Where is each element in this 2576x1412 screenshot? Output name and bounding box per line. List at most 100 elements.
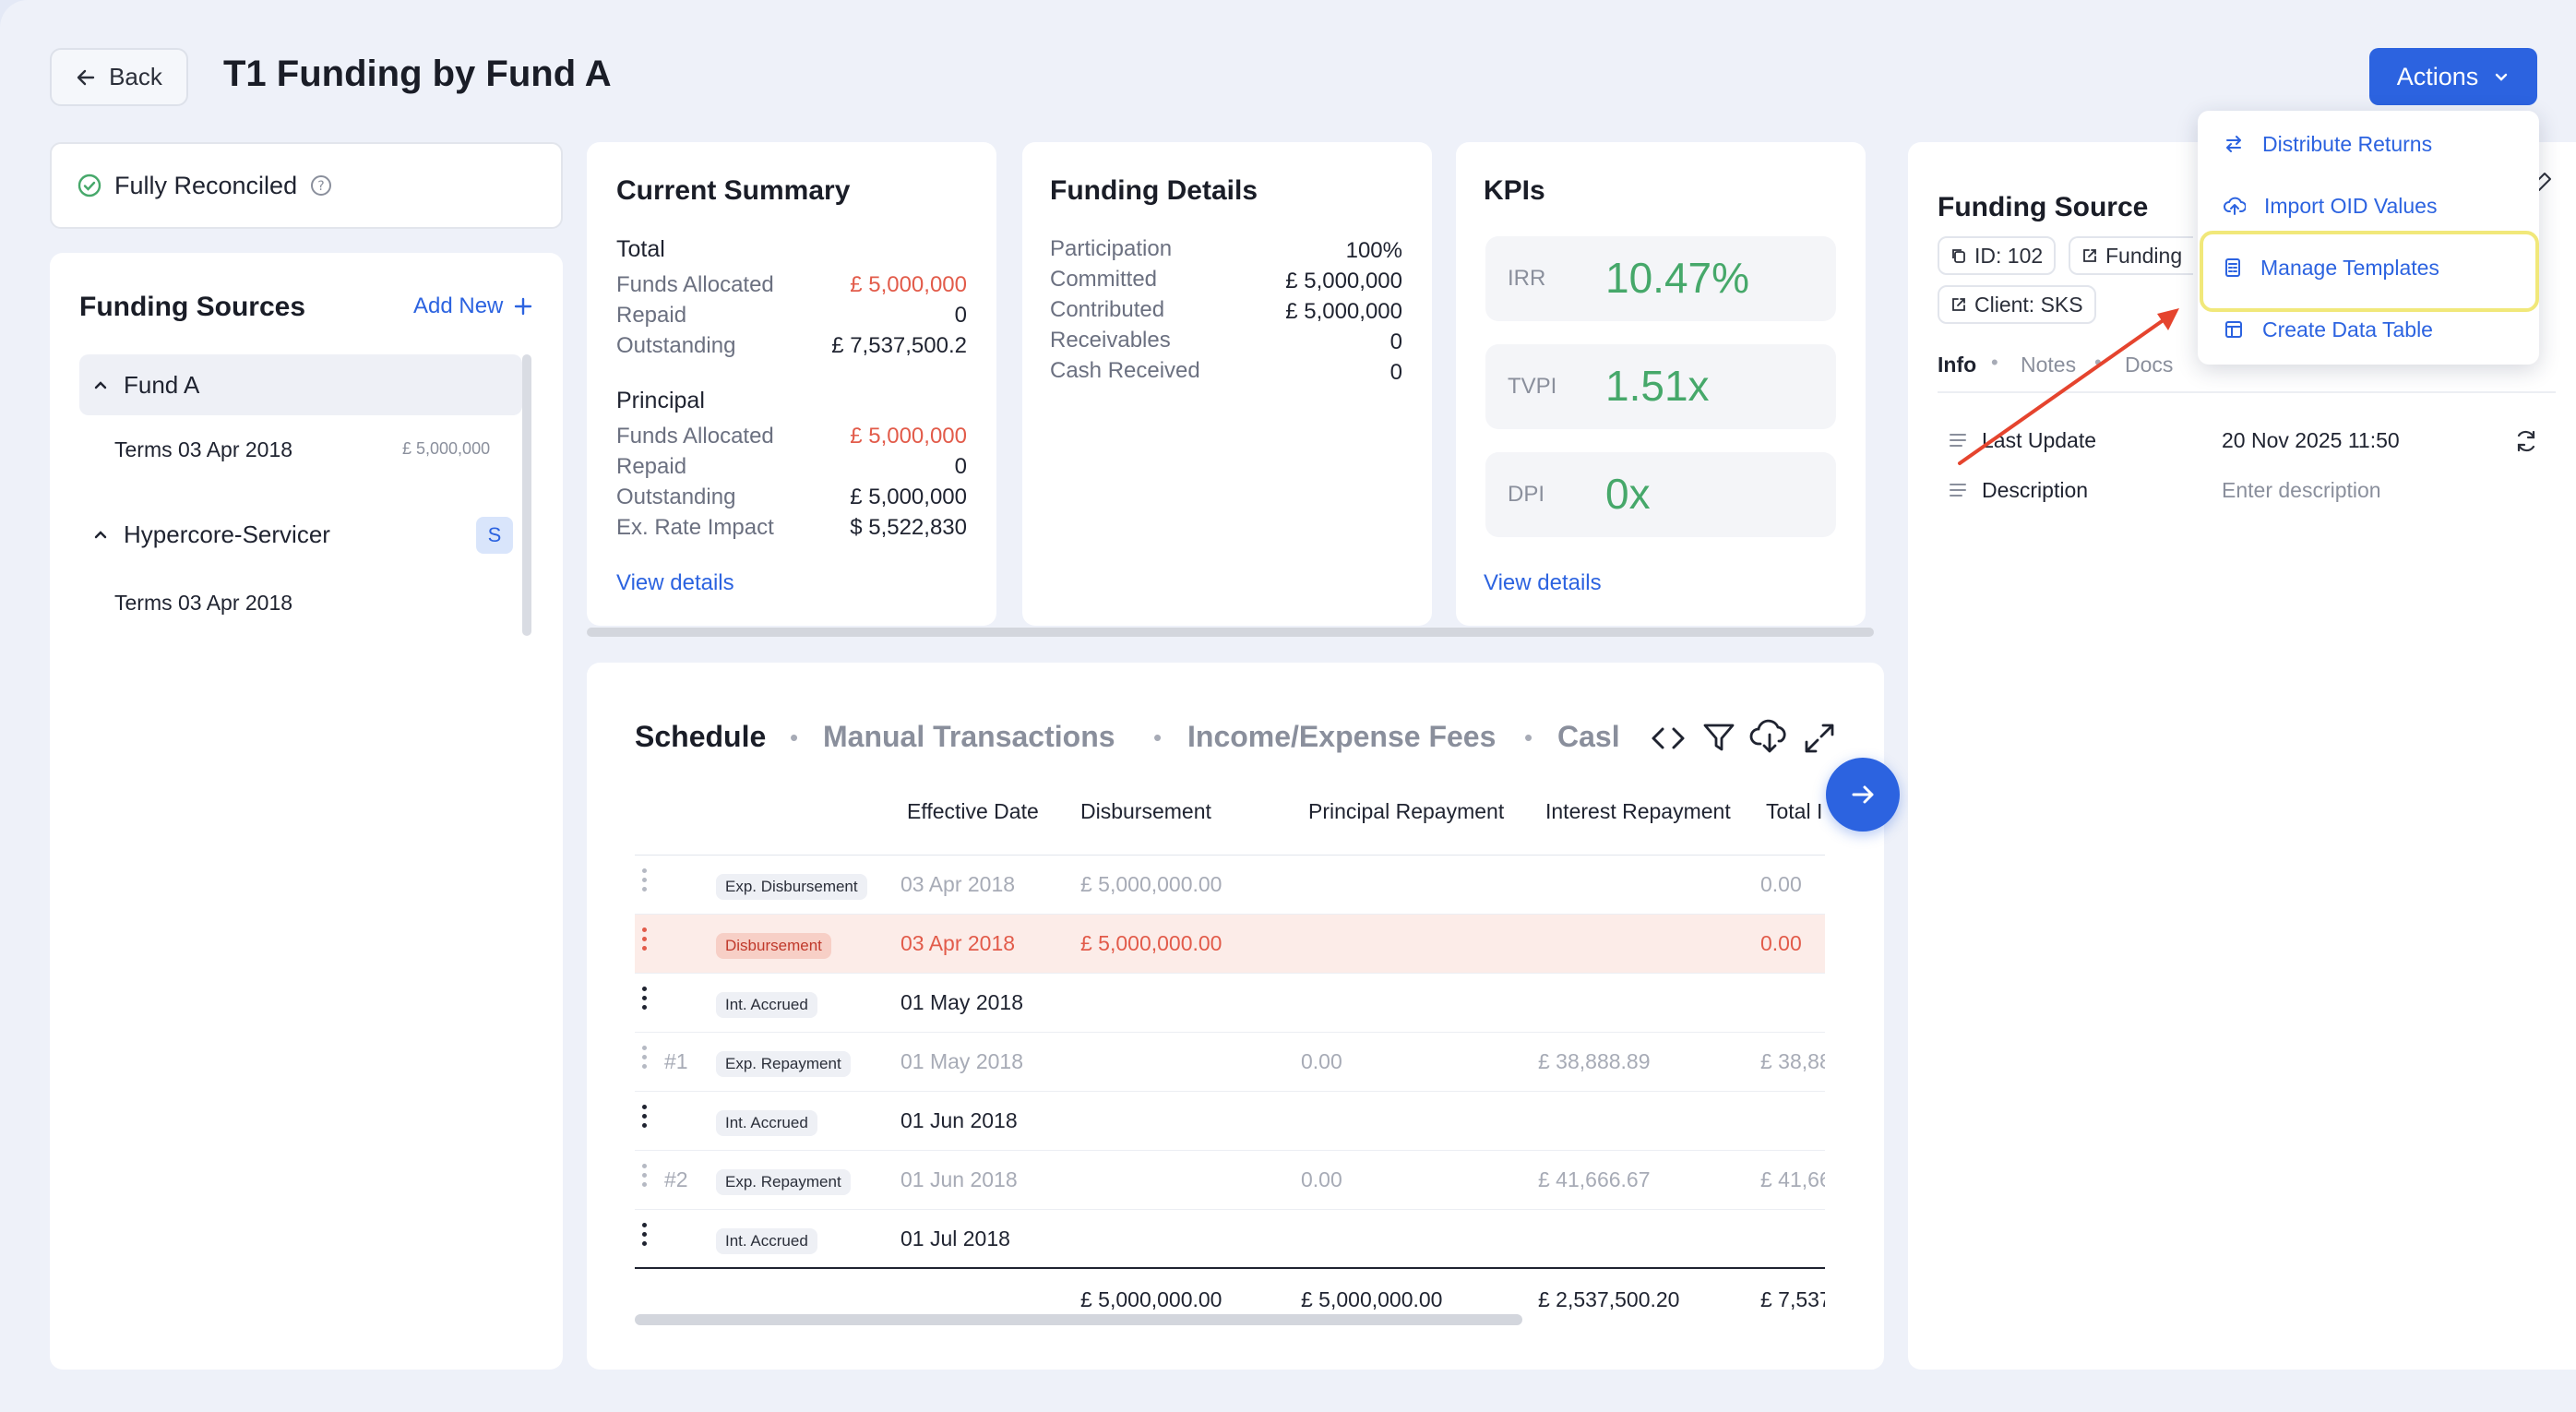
hypercore-group[interactable]: Hypercore-Servicer S <box>79 504 522 565</box>
receivables-label: Receivables <box>1050 328 1171 353</box>
sidebar-scrollbar[interactable] <box>522 354 531 636</box>
expand-icon[interactable] <box>1803 722 1836 755</box>
manage-templates-highlight <box>2200 231 2539 312</box>
total-principal: £ 5,000,000.00 <box>1301 1287 1443 1311</box>
tab-manual-transactions[interactable]: Manual Transactions <box>823 720 1115 753</box>
contributed-value: £ 5,000,000 <box>1285 299 1402 324</box>
menu-item-manage-templates[interactable]: Manage Templates <box>2198 237 2539 298</box>
header-divider <box>635 855 1825 856</box>
ex-rate-value: $ 5,522,830 <box>850 515 967 540</box>
row-menu-icon[interactable] <box>642 868 648 896</box>
funding-source-title: Funding Source <box>1938 192 2149 222</box>
col-disbursement[interactable]: Disbursement <box>1080 799 1211 823</box>
table-row[interactable]: Int. Accrued 01 Jul 2018 <box>635 1210 1825 1269</box>
totals-row: £ 5,000,000.00 £ 5,000,000.00 £ 2,537,50… <box>635 1287 1825 1315</box>
kpis-view-details-link[interactable]: View details <box>1484 570 1602 595</box>
actions-button[interactable]: Actions <box>2369 48 2537 105</box>
menu-item-label: Manage Templates <box>2260 255 2439 280</box>
fund-a-terms-label: Terms 03 Apr 2018 <box>114 437 293 461</box>
table-scrollbar[interactable] <box>635 1314 1522 1325</box>
col-principal-repayment[interactable]: Principal Repayment <box>1308 799 1505 823</box>
external-link-icon <box>1952 298 1965 311</box>
fund-a-terms-item[interactable]: Terms 03 Apr 2018 £ 5,000,000 <box>79 415 522 480</box>
plus-icon <box>515 297 532 316</box>
total-interest: £ 2,537,500.20 <box>1538 1287 1680 1311</box>
row-date: 03 Apr 2018 <box>900 931 1016 955</box>
total-allocated-value: £ 5,000,000 <box>850 272 967 297</box>
row-menu-icon[interactable] <box>642 1046 648 1073</box>
table-row[interactable]: Exp. Disbursement 03 Apr 2018 £ 5,000,00… <box>635 856 1825 915</box>
row-number: #2 <box>664 1167 688 1191</box>
row-disbursement: £ 5,000,000.00 <box>1080 931 1222 955</box>
row-menu-icon[interactable] <box>642 1164 648 1191</box>
description-input[interactable]: Enter description <box>2222 478 2381 502</box>
funding-chip[interactable]: Funding <box>2069 236 2194 275</box>
cash-received-label: Cash Received <box>1050 358 1200 383</box>
kpi-dpi-value: 0x <box>1605 470 1651 518</box>
check-circle-icon <box>78 174 101 197</box>
row-menu-icon[interactable] <box>642 1105 648 1132</box>
principal-repaid-label: Repaid <box>616 454 687 479</box>
filter-icon[interactable] <box>1701 720 1736 755</box>
tabs-divider <box>1938 391 2556 393</box>
tab-docs[interactable]: Docs <box>2125 353 2174 377</box>
tab-separator: • <box>1153 724 1163 751</box>
tab-separator: • <box>1524 724 1533 751</box>
row-type-badge: Int. Accrued <box>716 1228 817 1254</box>
tab-info[interactable]: Info <box>1938 353 1977 377</box>
client-chip[interactable]: Client: SKS <box>1938 285 2096 324</box>
table-row[interactable]: Int. Accrued 01 Jun 2018 <box>635 1092 1825 1151</box>
row-menu-icon[interactable] <box>642 1223 648 1250</box>
tab-cash[interactable]: Casl <box>1557 720 1620 753</box>
funding-sources-title: Funding Sources <box>79 292 306 322</box>
cards-scrollbar[interactable] <box>587 628 1874 637</box>
row-date: 01 May 2018 <box>900 990 1023 1014</box>
id-chip[interactable]: ID: 102 <box>1938 236 2057 275</box>
table-row[interactable]: #2 Exp. Repayment 01 Jun 2018 0.00 £ 41,… <box>635 1151 1825 1210</box>
summary-view-details-link[interactable]: View details <box>616 570 734 595</box>
row-type-badge: Int. Accrued <box>716 1110 817 1136</box>
cloud-download-icon[interactable] <box>1749 718 1790 757</box>
funding-chip-label: Funding <box>2105 243 2183 268</box>
table-row[interactable]: #1 Exp. Repayment 01 May 2018 0.00 £ 38,… <box>635 1033 1825 1092</box>
tab-income-expense-fees[interactable]: Income/Expense Fees <box>1187 720 1497 753</box>
cash-received-value: 0 <box>1389 360 1402 385</box>
chevron-up-icon <box>94 531 107 539</box>
tab-schedule[interactable]: Schedule <box>635 720 767 753</box>
col-total[interactable]: Total I <box>1766 799 1823 823</box>
table-row[interactable]: Disbursement 03 Apr 2018 £ 5,000,000.00 … <box>635 915 1825 974</box>
participation-value: 100% <box>1345 238 1402 263</box>
code-icon[interactable] <box>1650 722 1687 755</box>
refresh-icon[interactable] <box>2513 428 2539 454</box>
menu-item-import-oid-values[interactable]: Import OID Values <box>2198 175 2539 236</box>
fund-a-group[interactable]: Fund A <box>79 354 522 415</box>
menu-item-label: Import OID Values <box>2264 193 2438 218</box>
total-outstanding-label: Outstanding <box>616 333 736 358</box>
external-link-icon <box>2083 249 2096 262</box>
row-menu-icon[interactable] <box>642 927 648 955</box>
scroll-right-button[interactable] <box>1826 758 1900 832</box>
table-row[interactable]: Int. Accrued 01 May 2018 <box>635 974 1825 1033</box>
tab-separator: • <box>790 724 799 751</box>
hypercore-terms-item[interactable]: Terms 03 Apr 2018 <box>79 568 522 633</box>
add-new-button[interactable]: Add New <box>413 293 532 319</box>
help-icon[interactable]: ? <box>310 174 332 197</box>
col-interest-repayment[interactable]: Interest Repayment <box>1545 799 1731 823</box>
col-effective-date[interactable]: Effective Date <box>907 799 1039 823</box>
menu-item-distribute-returns[interactable]: Distribute Returns <box>2198 114 2539 174</box>
row-type-badge: Int. Accrued <box>716 992 817 1018</box>
committed-value: £ 5,000,000 <box>1285 269 1402 293</box>
kpi-irr-label: IRR <box>1508 266 1546 291</box>
row-total: 0.00 <box>1760 872 1802 896</box>
row-type-badge: Exp. Repayment <box>716 1051 851 1077</box>
total-repaid-label: Repaid <box>616 303 687 328</box>
kpi-tvpi-label: TVPI <box>1508 374 1557 399</box>
actions-menu: Distribute Returns Import OID Values Man… <box>2198 111 2539 365</box>
row-type-badge: Exp. Repayment <box>716 1169 851 1195</box>
tab-notes[interactable]: Notes <box>2021 353 2077 377</box>
row-menu-icon[interactable] <box>642 987 648 1014</box>
menu-item-create-data-table[interactable]: Create Data Table <box>2198 299 2539 360</box>
back-button[interactable]: Back <box>50 48 188 106</box>
contributed-label: Contributed <box>1050 297 1165 322</box>
